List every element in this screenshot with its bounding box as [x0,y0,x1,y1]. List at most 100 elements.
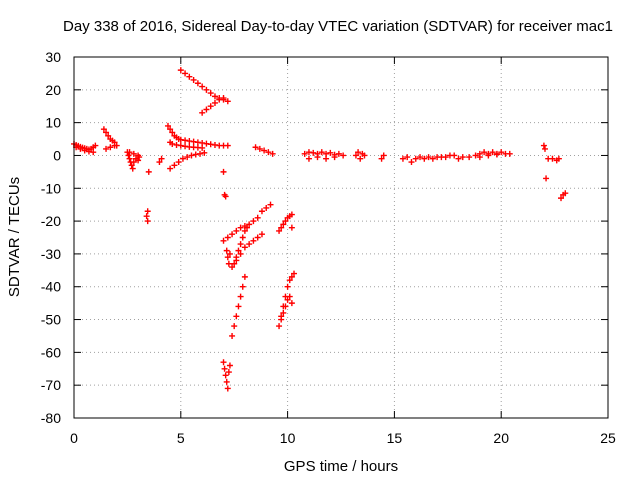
data-point [429,155,436,162]
data-point [380,152,387,159]
data-point [284,283,291,290]
data-point [280,221,287,228]
data-point [459,154,466,161]
y-tick-label: -30 [41,246,61,262]
data-point [224,142,231,149]
data-point [335,150,342,157]
x-tick-label: 15 [387,430,403,446]
data-point [549,155,556,162]
data-point [476,154,483,161]
data-point [207,90,214,97]
data-point [485,152,492,159]
axis-ticks: 0 5 10 15 20 25 30 20 10 0 -10 -20 -30 -40 -50 -60 -70 -8… [41,49,616,446]
data-point [130,150,137,157]
data-point [237,241,244,248]
y-tick-label: -50 [41,312,61,328]
data-point [481,149,488,156]
data-point [355,149,362,156]
data-point [258,208,265,215]
data-point [412,155,419,162]
data-point [540,142,547,149]
data-point [241,273,248,280]
data-point [331,154,338,161]
data-point [421,155,428,162]
data-point [288,300,295,307]
data-point [229,264,236,271]
data-point [254,214,261,221]
data-point [451,152,458,159]
data-point [231,260,238,267]
y-tick-label: -40 [41,279,61,295]
data-point [378,155,385,162]
data-point [267,201,274,208]
data-point [143,213,150,220]
data-point [199,83,206,90]
data-point [130,159,137,166]
data-point [90,149,97,156]
data-point [466,154,473,161]
data-point [225,369,232,376]
data-point [77,145,84,152]
data-point [188,152,195,159]
data-point [318,149,325,156]
y-tick-label: -70 [41,377,61,393]
data-point [327,149,334,156]
data-point [357,155,364,162]
data-point [237,224,244,231]
data-point [352,152,359,159]
x-tick-label: 0 [70,430,78,446]
data-point [301,150,308,157]
data-point [241,227,248,234]
data-points [71,67,569,392]
data-point [250,218,257,225]
data-point [237,250,244,257]
data-point [286,293,293,300]
data-point [199,109,206,116]
data-point [252,144,259,151]
y-tick-label: -60 [41,344,61,360]
data-point [310,149,317,156]
data-point [107,144,114,151]
data-point [203,86,210,93]
data-point [455,155,462,162]
data-point [144,218,151,225]
x-tick-label: 20 [493,430,509,446]
data-point [237,293,244,300]
data-point [211,93,218,100]
data-point [201,149,208,156]
data-point [239,283,246,290]
data-point [128,162,135,169]
data-point [197,150,204,157]
data-point [233,254,240,261]
data-point [233,227,240,234]
data-point [231,323,238,330]
data-point [125,152,132,159]
data-point [220,95,227,102]
data-point [177,67,184,74]
x-tick-label: 10 [280,430,296,446]
data-point [100,126,107,133]
data-point [224,98,231,105]
data-point [250,237,257,244]
x-axis-label: GPS time / hours [284,458,398,475]
data-point [399,155,406,162]
chart-title: Day 338 of 2016, Sidereal Day-to-day VTE… [63,18,613,35]
x-tick-label: 25 [600,430,616,446]
data-point [144,208,151,215]
data-point [103,129,110,136]
data-point [81,147,88,154]
data-point [239,234,246,241]
data-point [223,247,230,254]
data-point [203,106,210,113]
data-point [167,165,174,172]
data-point [340,152,347,159]
data-point [223,378,230,385]
data-point [291,270,298,277]
y-tick-label: -20 [41,213,61,229]
y-tick-label: -80 [41,410,61,426]
data-point [314,154,321,161]
grid [74,57,608,418]
data-point [493,151,500,158]
data-point [286,277,293,284]
data-point [171,162,178,169]
